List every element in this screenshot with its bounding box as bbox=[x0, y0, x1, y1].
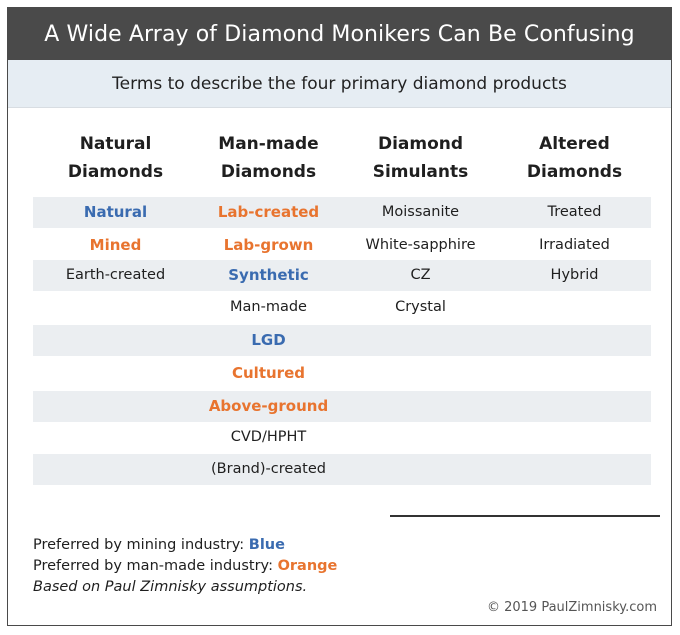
table-cell bbox=[497, 454, 652, 485]
table-row: Earth-created Synthetic CZ Hybrid bbox=[33, 260, 651, 291]
table-row: Above-ground bbox=[33, 391, 651, 422]
infographic-frame: A Wide Array of Diamond Monikers Can Be … bbox=[7, 7, 672, 626]
legend-mining-label: Preferred by mining industry: bbox=[33, 537, 249, 553]
table-cell: Crystal bbox=[395, 299, 446, 315]
table-cell bbox=[38, 358, 193, 389]
table-cell: Treated bbox=[547, 204, 602, 220]
table-cell: Man-made bbox=[230, 299, 307, 315]
table-cell: Natural bbox=[83, 203, 148, 221]
table-cell bbox=[497, 325, 652, 356]
table-cell: LGD bbox=[251, 331, 286, 349]
column-header-man-made: Man-made Diamonds bbox=[191, 130, 346, 186]
table-cell bbox=[497, 422, 652, 453]
legend-manmade-label: Preferred by man-made industry: bbox=[33, 558, 278, 574]
column-header-line2: Simulants bbox=[372, 162, 469, 182]
column-header-line2: Diamonds bbox=[526, 162, 623, 182]
table-row: (Brand)-created bbox=[33, 454, 651, 485]
table-row: Mined Lab-grown White-sapphire Irradiate… bbox=[33, 230, 651, 261]
table-cell: Earth-created bbox=[65, 267, 166, 283]
legend-mining: Preferred by mining industry: Blue bbox=[33, 535, 337, 556]
table-row: LGD bbox=[33, 325, 651, 356]
table-row: CVD/HPHT bbox=[33, 422, 651, 453]
table-cell bbox=[38, 391, 193, 422]
table-cell bbox=[38, 422, 193, 453]
table-cell bbox=[343, 454, 498, 485]
table-cell bbox=[497, 358, 652, 389]
table-cell: Above-ground bbox=[208, 397, 329, 415]
legend-note: Based on Paul Zimnisky assumptions. bbox=[33, 579, 308, 595]
table-cell: Moissanite bbox=[381, 204, 460, 220]
table-cell: Irradiated bbox=[539, 237, 610, 253]
table-cell: Lab-grown bbox=[223, 236, 314, 254]
table-cell: White-sapphire bbox=[365, 237, 476, 253]
column-header-simulants: Diamond Simulants bbox=[343, 130, 498, 186]
copyright: © 2019 PaulZimnisky.com bbox=[486, 600, 657, 615]
table-cell bbox=[38, 454, 193, 485]
divider bbox=[390, 515, 660, 517]
table-cell: Synthetic bbox=[228, 266, 309, 284]
column-header-altered: Altered Diamonds bbox=[497, 130, 652, 186]
column-header-line1: Diamond bbox=[377, 134, 464, 154]
table-cell: CVD/HPHT bbox=[230, 429, 307, 445]
column-header-line1: Man-made bbox=[218, 134, 319, 154]
table-row: Man-made Crystal bbox=[33, 292, 651, 323]
table-cell bbox=[38, 292, 193, 323]
table-cell bbox=[343, 358, 498, 389]
legend-manmade: Preferred by man-made industry: Orange bbox=[33, 556, 337, 577]
column-header-line2: Diamonds bbox=[67, 162, 164, 182]
table-cell: CZ bbox=[410, 267, 431, 283]
table-row: Natural Lab-created Moissanite Treated bbox=[33, 197, 651, 228]
table-cell bbox=[343, 422, 498, 453]
legend: Preferred by mining industry: Blue Prefe… bbox=[33, 535, 337, 598]
table-cell bbox=[497, 292, 652, 323]
legend-manmade-color: Orange bbox=[277, 558, 338, 574]
column-header-natural: Natural Diamonds bbox=[38, 130, 193, 186]
table-cell: (Brand)-created bbox=[211, 461, 326, 477]
subtitle: Terms to describe the four primary diamo… bbox=[8, 60, 671, 108]
table-cell: Hybrid bbox=[550, 267, 599, 283]
column-header-line1: Natural bbox=[79, 134, 152, 154]
table-cell bbox=[343, 325, 498, 356]
table-cell bbox=[497, 391, 652, 422]
table-cell bbox=[38, 325, 193, 356]
table-cell: Lab-created bbox=[217, 203, 320, 221]
table-cell: Cultured bbox=[232, 364, 305, 382]
table-row: Cultured bbox=[33, 358, 651, 389]
column-header-line2: Diamonds bbox=[220, 162, 317, 182]
column-header-line1: Altered bbox=[539, 134, 610, 154]
legend-mining-color: Blue bbox=[248, 537, 285, 553]
table-cell: Mined bbox=[89, 236, 142, 254]
table-cell bbox=[343, 391, 498, 422]
page-title: A Wide Array of Diamond Monikers Can Be … bbox=[8, 8, 671, 60]
